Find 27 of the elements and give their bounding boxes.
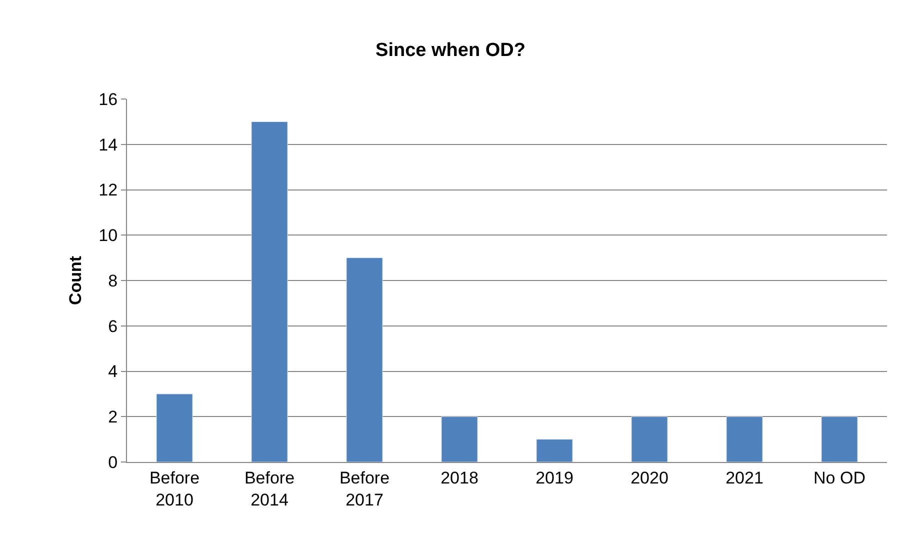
- y-tick-label: 8: [108, 271, 118, 290]
- y-tick-label: 12: [98, 180, 118, 200]
- y-tick-label: 0: [108, 452, 118, 472]
- x-tick-label: No OD: [814, 468, 866, 488]
- y-tick-label: 2: [108, 408, 118, 427]
- bar: [156, 394, 193, 462]
- x-tick-label: 2019: [536, 468, 574, 488]
- x-tick-label: 2020: [630, 468, 668, 488]
- y-tick-label: 6: [108, 316, 118, 336]
- bar: [441, 416, 478, 462]
- y-tick-label: 4: [108, 362, 118, 382]
- bar: [726, 416, 763, 462]
- y-tick-label: 14: [98, 135, 118, 154]
- bar: [821, 416, 858, 462]
- bar: [536, 439, 573, 462]
- chart-title: Since when OD?: [376, 40, 526, 61]
- bar: [346, 258, 383, 462]
- x-tick-label: 2021: [726, 468, 764, 488]
- y-tick-label: 16: [98, 90, 118, 109]
- x-tick-label: Before 2014: [244, 468, 295, 510]
- x-tick-label: Before 2010: [149, 468, 200, 510]
- y-axis-title: Count: [66, 256, 86, 306]
- x-tick-label: Before 2017: [339, 468, 390, 510]
- y-tick-label: 10: [98, 226, 118, 246]
- x-tick-label: 2018: [440, 468, 478, 488]
- bar: [631, 416, 668, 462]
- bar: [251, 121, 288, 462]
